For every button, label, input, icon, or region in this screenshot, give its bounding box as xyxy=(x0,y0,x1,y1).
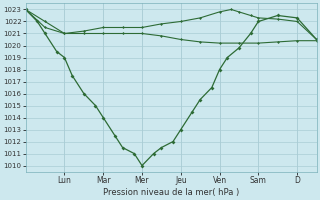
X-axis label: Pression niveau de la mer( hPa ): Pression niveau de la mer( hPa ) xyxy=(103,188,239,197)
